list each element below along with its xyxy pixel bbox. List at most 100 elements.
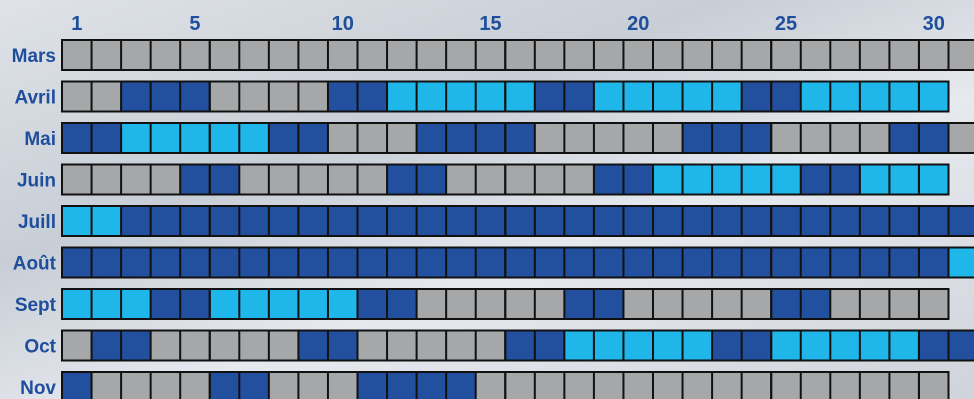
day-cell xyxy=(624,82,652,111)
day-cell xyxy=(594,82,623,111)
day-cell xyxy=(240,290,268,318)
week-divider xyxy=(917,330,920,361)
day-cell xyxy=(122,207,150,235)
day-cell xyxy=(417,248,446,277)
day-cell xyxy=(831,207,859,235)
day-cell xyxy=(919,207,948,235)
month-label: Août xyxy=(13,254,57,275)
week-divider xyxy=(208,164,211,195)
day-cell xyxy=(506,290,534,318)
week-divider xyxy=(208,247,211,278)
day-cell xyxy=(624,248,652,277)
day-cell xyxy=(565,165,593,194)
day-cell xyxy=(742,290,771,318)
day-cell xyxy=(151,165,180,194)
day-cell xyxy=(506,331,534,360)
day-cell xyxy=(447,82,475,111)
day-cell xyxy=(269,165,298,194)
day-cell xyxy=(269,41,298,69)
day-cell xyxy=(92,41,121,69)
day-cell xyxy=(801,331,830,360)
day-cell xyxy=(772,373,800,399)
day-cell xyxy=(92,124,121,152)
day-cell xyxy=(92,82,121,111)
day-cell xyxy=(535,290,564,318)
day-cell xyxy=(831,373,859,399)
day-cell xyxy=(801,41,830,69)
day-cell xyxy=(358,165,387,194)
week-divider xyxy=(770,289,773,319)
day-cell xyxy=(713,165,741,194)
day-cell xyxy=(328,82,357,111)
day-cell xyxy=(624,207,652,235)
week-divider xyxy=(652,40,654,70)
day-cell xyxy=(860,207,889,235)
day-cell xyxy=(476,165,505,194)
day-cell xyxy=(565,82,593,111)
day-cell xyxy=(742,248,771,277)
month-label: Avril xyxy=(14,88,56,109)
week-divider xyxy=(770,123,773,153)
day-cell xyxy=(358,82,387,111)
day-cell xyxy=(772,41,800,69)
day-cell xyxy=(388,290,416,318)
day-cell xyxy=(269,290,298,318)
day-cell xyxy=(860,373,889,399)
day-cell xyxy=(476,124,505,152)
month-label: Sept xyxy=(15,295,57,316)
day-cell xyxy=(417,331,446,360)
day-cell xyxy=(683,165,712,194)
day-cell xyxy=(919,248,948,277)
day-cell xyxy=(63,290,91,318)
day-cell xyxy=(919,82,948,111)
day-cell xyxy=(654,82,682,111)
day-cell xyxy=(210,165,239,194)
day-cell xyxy=(801,82,830,111)
day-cell xyxy=(801,165,830,194)
week-divider xyxy=(504,164,507,195)
day-cell xyxy=(210,331,239,360)
week-divider xyxy=(770,330,773,361)
day-cell xyxy=(122,82,150,111)
day-cell xyxy=(417,41,446,69)
day-cell xyxy=(240,331,268,360)
day-cell xyxy=(388,165,416,194)
day-cell xyxy=(447,124,475,152)
day-cell xyxy=(860,82,889,111)
day-cell xyxy=(63,41,91,69)
day-cell xyxy=(122,290,150,318)
week-divider xyxy=(652,206,654,236)
day-cell xyxy=(535,165,564,194)
day-cell xyxy=(594,331,623,360)
day-cell xyxy=(151,41,180,69)
day-cell xyxy=(92,165,121,194)
day-cell xyxy=(535,207,564,235)
day-cell xyxy=(447,290,475,318)
day-cell xyxy=(535,41,564,69)
month-label: Mars xyxy=(12,46,56,67)
day-cell xyxy=(328,290,357,318)
day-cell xyxy=(358,41,387,69)
day-cell xyxy=(210,82,239,111)
day-cell xyxy=(860,124,889,152)
day-cell xyxy=(269,124,298,152)
day-cell xyxy=(713,207,741,235)
day-cell xyxy=(713,290,741,318)
day-cell xyxy=(358,248,387,277)
day-cell xyxy=(624,331,652,360)
day-cell xyxy=(919,373,948,399)
week-divider xyxy=(652,81,654,112)
day-cell xyxy=(476,373,505,399)
day-cell xyxy=(299,165,327,194)
day-cell xyxy=(860,165,889,194)
day-cell xyxy=(328,207,357,235)
day-cell xyxy=(654,207,682,235)
month-label: Mai xyxy=(24,129,56,150)
day-cell xyxy=(742,41,771,69)
day-cell xyxy=(890,41,918,69)
week-divider xyxy=(917,164,920,195)
day-cell xyxy=(565,248,593,277)
day-cell xyxy=(919,290,948,318)
day-cell xyxy=(535,124,564,152)
day-cell xyxy=(269,248,298,277)
